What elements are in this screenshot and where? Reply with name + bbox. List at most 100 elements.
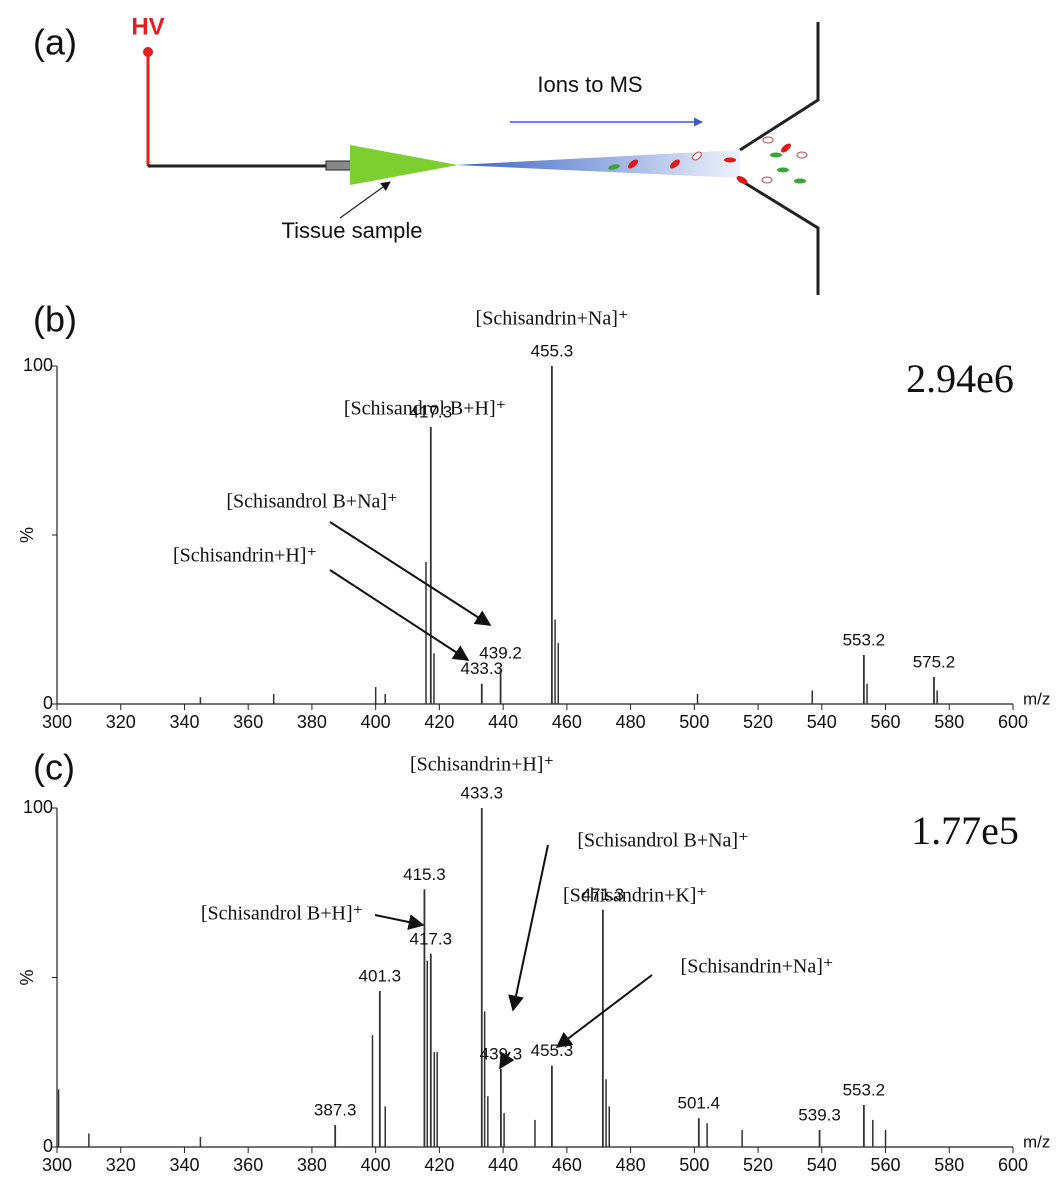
annotation: [Schisandrin+Na]⁺ [681, 956, 834, 978]
x-tick-label: 360 [233, 1155, 263, 1175]
x-tick-label: 520 [743, 712, 773, 732]
x-tick-label: 460 [552, 712, 582, 732]
peak-label: 553.2 [843, 1080, 886, 1099]
annotation: [Schisandrin+Na]⁺ [476, 308, 629, 330]
x-tick-label: 300 [42, 712, 72, 732]
sample-label: Tissue sample [281, 218, 422, 243]
x-tick-label: 380 [297, 712, 327, 732]
ion [794, 178, 806, 184]
annotation: [Schisandrol B+Na]⁺ [226, 491, 397, 513]
peak-label: 417.3 [410, 402, 453, 421]
diagram: (a) HV Ions to MS Tissue sample [33, 13, 820, 295]
ions [608, 136, 808, 184]
x-tick-label: 440 [488, 712, 518, 732]
peak-label: 575.2 [913, 652, 956, 671]
peak-label: 539.3 [798, 1106, 841, 1125]
peak-label: 433.3 [461, 659, 504, 678]
x-tick-label: 340 [169, 712, 199, 732]
x-tick-label: 560 [871, 1155, 901, 1175]
x-tick-label: 480 [616, 712, 646, 732]
scale-label: 1.77e5 [911, 808, 1019, 853]
x-tick-label: 380 [297, 1155, 327, 1175]
x-tick-label: 600 [998, 1155, 1028, 1175]
x-tick-label: 600 [998, 712, 1028, 732]
y-axis-label: % [17, 969, 37, 985]
x-tick-label: 500 [679, 1155, 709, 1175]
inlet-lower [739, 178, 820, 295]
annotation-arrow [374, 914, 425, 930]
ion [608, 164, 620, 170]
x-tick-label: 420 [424, 1155, 454, 1175]
peak-label: 417.3 [410, 929, 453, 948]
ion [692, 151, 702, 161]
x-tick-label: 300 [42, 1155, 72, 1175]
x-axis-label: m/z [1023, 1132, 1050, 1151]
plume [456, 150, 740, 178]
x-tick-label: 580 [934, 712, 964, 732]
annotation: [Schisandrin+H]⁺ [410, 754, 554, 776]
annotation: [Schisandrol B+H]⁺ [201, 903, 363, 925]
peak-label: 387.3 [314, 1100, 357, 1119]
x-tick-label: 540 [807, 1155, 837, 1175]
peak-label: 501.4 [678, 1094, 721, 1113]
hv-label: HV [131, 13, 164, 40]
x-tick-label: 360 [233, 712, 263, 732]
tissue [350, 145, 458, 185]
ion [670, 159, 680, 169]
annotation: [Schisandrol B+H]⁺ [344, 398, 506, 420]
x-tick-label: 320 [106, 712, 136, 732]
x-tick-label: 340 [169, 1155, 199, 1175]
x-axis-label: m/z [1023, 689, 1050, 708]
x-tick-label: 500 [679, 712, 709, 732]
ion [628, 159, 638, 169]
ion [736, 176, 748, 184]
annotation-arrow [555, 974, 653, 1048]
scale-label: 2.94e6 [906, 356, 1014, 401]
spectrum: (b) 2.94e6% m/z 300 320 340 360 380 400 420 440 460… [17, 299, 1051, 732]
x-tick-label: 320 [106, 1155, 136, 1175]
x-tick-label: 460 [552, 1155, 582, 1175]
annotation-arrow [508, 844, 549, 1012]
annotation: [Schisandrin+K]⁺ [563, 885, 707, 907]
annotation-arrow [329, 569, 470, 661]
ion [770, 152, 782, 158]
x-tick-label: 560 [871, 712, 901, 732]
ion [762, 136, 774, 144]
ion [724, 157, 736, 163]
sample-arrow [339, 181, 391, 219]
peak-label: 455.3 [531, 1041, 574, 1060]
annotation: [Schisandrol B+Na]⁺ [577, 830, 748, 852]
panel-label: (a) [33, 22, 77, 63]
x-tick-label: 420 [424, 712, 454, 732]
y-axis-label: % [17, 527, 37, 543]
peak-label: 471.3 [582, 885, 625, 904]
peak-label: 433.3 [461, 783, 504, 802]
peak-label: 415.3 [403, 865, 446, 884]
annotation-arrow [499, 1051, 515, 1070]
panel-label: (c) [33, 747, 75, 788]
peak-label: 439.3 [480, 1045, 523, 1064]
y-tick-label: 100 [23, 797, 53, 817]
x-tick-label: 400 [361, 1155, 391, 1175]
peak-label: 439.2 [479, 644, 522, 663]
spectrum: (c) 1.77e5% m/z 300 320 340 360 380 400 420 440 460… [17, 747, 1051, 1175]
panel-label: (b) [33, 299, 77, 340]
ion [781, 143, 791, 153]
y-tick-label: 0 [43, 1136, 53, 1156]
peak-label: 553.2 [843, 630, 886, 649]
annotation-arrow [329, 521, 492, 626]
annotation: [Schisandrin+H]⁺ [173, 545, 317, 567]
x-tick-label: 580 [934, 1155, 964, 1175]
peak-label: 455.3 [531, 341, 574, 360]
peak-label: 401.3 [359, 967, 402, 986]
x-tick-label: 520 [743, 1155, 773, 1175]
ion [761, 176, 773, 184]
ion [796, 151, 808, 159]
x-tick-label: 440 [488, 1155, 518, 1175]
x-tick-label: 540 [807, 712, 837, 732]
inlet-upper [739, 22, 820, 152]
x-tick-label: 480 [616, 1155, 646, 1175]
ion [777, 167, 789, 173]
x-tick-label: 400 [361, 712, 391, 732]
